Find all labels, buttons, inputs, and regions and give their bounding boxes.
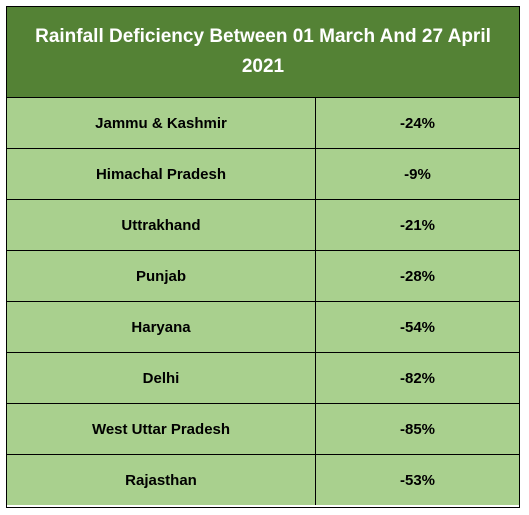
table-row: Delhi -82%: [7, 353, 519, 404]
value-cell: -53%: [399, 471, 436, 489]
table-row: Jammu & Kashmir -24%: [7, 98, 519, 149]
table-row: Rajasthan -53%: [7, 455, 519, 505]
state-cell: Himachal Pradesh: [7, 149, 316, 199]
state-cell: Delhi: [7, 353, 316, 403]
state-cell: Uttrakhand: [7, 200, 316, 250]
value-cell: -85%: [399, 420, 436, 438]
value-cell: -54%: [399, 318, 436, 336]
rainfall-table: Rainfall Deficiency Between 01 March And…: [6, 6, 520, 508]
table-row: Uttrakhand -21%: [7, 200, 519, 251]
value-cell: -9%: [404, 165, 431, 183]
table-row: Haryana -54%: [7, 302, 519, 353]
table-body: Jammu & Kashmir -24% Himachal Pradesh -9…: [7, 98, 519, 505]
table-title-bar: Rainfall Deficiency Between 01 March And…: [7, 7, 519, 98]
value-cell: -24%: [399, 114, 436, 132]
state-cell: West Uttar Pradesh: [7, 404, 316, 454]
state-cell: Rajasthan: [7, 455, 316, 505]
table-row: Punjab -28%: [7, 251, 519, 302]
table-row: West Uttar Pradesh -85%: [7, 404, 519, 455]
value-cell: -21%: [399, 216, 436, 234]
value-cell: -82%: [399, 369, 436, 387]
state-cell: Punjab: [7, 251, 316, 301]
value-cell: -28%: [399, 267, 436, 285]
state-cell: Jammu & Kashmir: [7, 98, 316, 148]
state-cell: Haryana: [7, 302, 316, 352]
table-row: Himachal Pradesh -9%: [7, 149, 519, 200]
table-title: Rainfall Deficiency Between 01 March And…: [35, 26, 491, 77]
